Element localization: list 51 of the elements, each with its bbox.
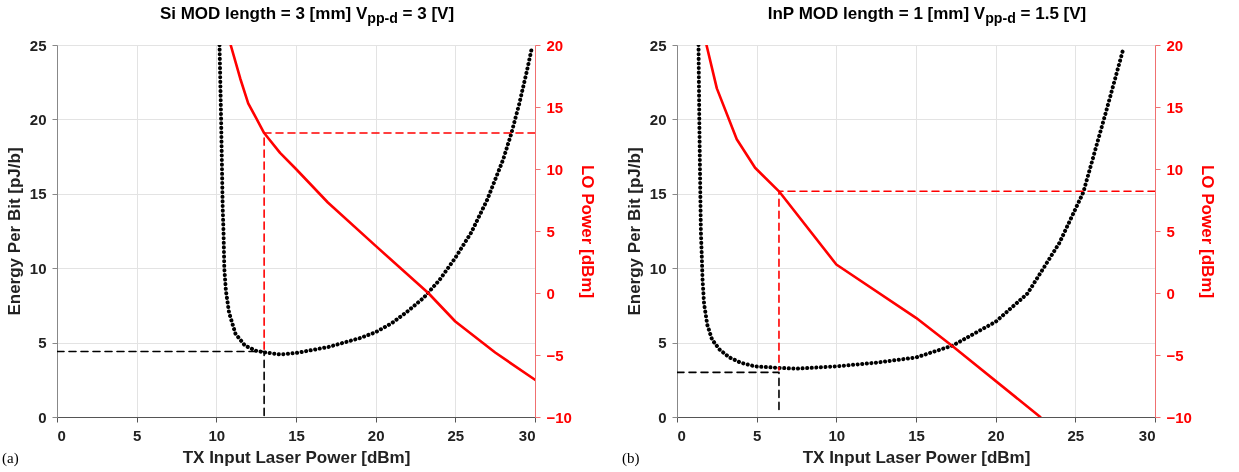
chart-title: Si MOD length = 3 [mm] V$_{pp-d}$ = 3 [V] [158, 4, 456, 27]
text: (b) [622, 450, 640, 467]
y-tick-label: 10 [29, 259, 47, 277]
x-tick-label: 15 [288, 426, 305, 444]
y2-tick-label: 15 [1166, 98, 1184, 116]
chart-title: InP MOD length = 1 [mm] V$_{pp-d}$ = 1.5 [V] [766, 4, 1088, 27]
x-tick-label: 30 [1138, 426, 1156, 444]
x-tick-label: 0 [677, 426, 686, 444]
y-axis-title: Energy Per Bit [pJ/b] [624, 147, 644, 316]
x-tick-label: 5 [132, 426, 142, 444]
y2-tick-label: 5 [1166, 222, 1175, 240]
y2-tick-label: 10 [546, 160, 564, 178]
y-tick-label: 5 [658, 334, 667, 352]
x-tick-label: 20 [987, 426, 1005, 444]
y-tick-label: 15 [649, 185, 667, 203]
y2-tick-label: 10 [1166, 160, 1184, 178]
y2-tick-label: 20 [546, 36, 564, 54]
y-axis-title: Energy Per Bit [pJ/b] [4, 147, 24, 316]
y2-tick-label: 20 [1166, 36, 1184, 54]
text: (a) [2, 450, 19, 467]
x-tick-label: 10 [828, 426, 846, 444]
y2-tick-label: −10 [1166, 408, 1192, 426]
y-tick-label: 25 [649, 36, 667, 54]
y-tick-label: 25 [29, 36, 47, 54]
x-tick-label: 20 [367, 426, 385, 444]
y2-tick-label: 5 [546, 222, 555, 240]
y-tick-label: 20 [29, 110, 47, 128]
y2-axis-title: LO Power [dBm] [1197, 164, 1217, 299]
y-tick-label: 15 [29, 185, 47, 203]
y2-tick-label: 0 [546, 284, 555, 302]
y2-axis-title: LO Power [dBm] [577, 164, 597, 299]
x-tick-label: 10 [208, 426, 226, 444]
x-tick-label: 5 [752, 426, 762, 444]
y-tick-label: 5 [38, 334, 47, 352]
x-axis-title: TX Input Laser Power [dBm] [182, 447, 411, 467]
y-tick-label: 0 [38, 408, 47, 426]
y-tick-label: 10 [649, 259, 667, 277]
x-tick-label: 25 [447, 426, 465, 444]
y2-tick-label: 15 [546, 98, 564, 116]
y2-tick-label: −5 [546, 346, 564, 364]
y2-tick-label: 0 [1166, 284, 1175, 302]
x-tick-label: 15 [908, 426, 925, 444]
x-tick-label: 25 [1067, 426, 1085, 444]
x-axis-title: TX Input Laser Power [dBm] [802, 447, 1031, 467]
y-tick-label: 20 [649, 110, 667, 128]
x-tick-label: 30 [518, 426, 536, 444]
y2-tick-label: −10 [546, 408, 572, 426]
y-tick-label: 0 [658, 408, 667, 426]
x-tick-label: 0 [57, 426, 66, 444]
y2-tick-label: −5 [1166, 346, 1184, 364]
line-series [696, 45, 1126, 371]
